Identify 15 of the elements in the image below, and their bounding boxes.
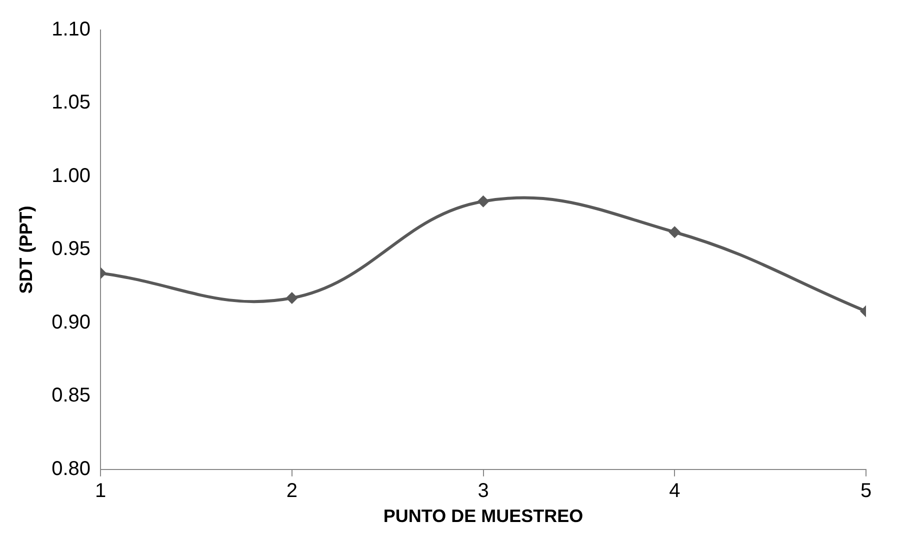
x-tick-label: 2	[286, 480, 298, 502]
y-tick-label: 0.85	[52, 384, 91, 407]
y-tick-label: 1.05	[52, 92, 91, 114]
y-tick-label: 1.00	[52, 164, 91, 187]
y-tick-label: 0.95	[52, 238, 91, 260]
x-tick-label: 4	[669, 480, 680, 502]
x-tick-label: 1	[94, 480, 106, 502]
y-axis-title: SDT (PPT)	[16, 206, 36, 294]
y-tick-label: 0.90	[52, 311, 91, 334]
point	[477, 195, 490, 208]
y-tick-label: 1.10	[52, 18, 91, 41]
x-tick-label: 3	[478, 480, 489, 502]
x-axis-title: PUNTO DE MUESTREO	[383, 506, 584, 526]
x-tick-label: 5	[860, 480, 872, 502]
y-tick-label: 0.80	[52, 458, 91, 480]
